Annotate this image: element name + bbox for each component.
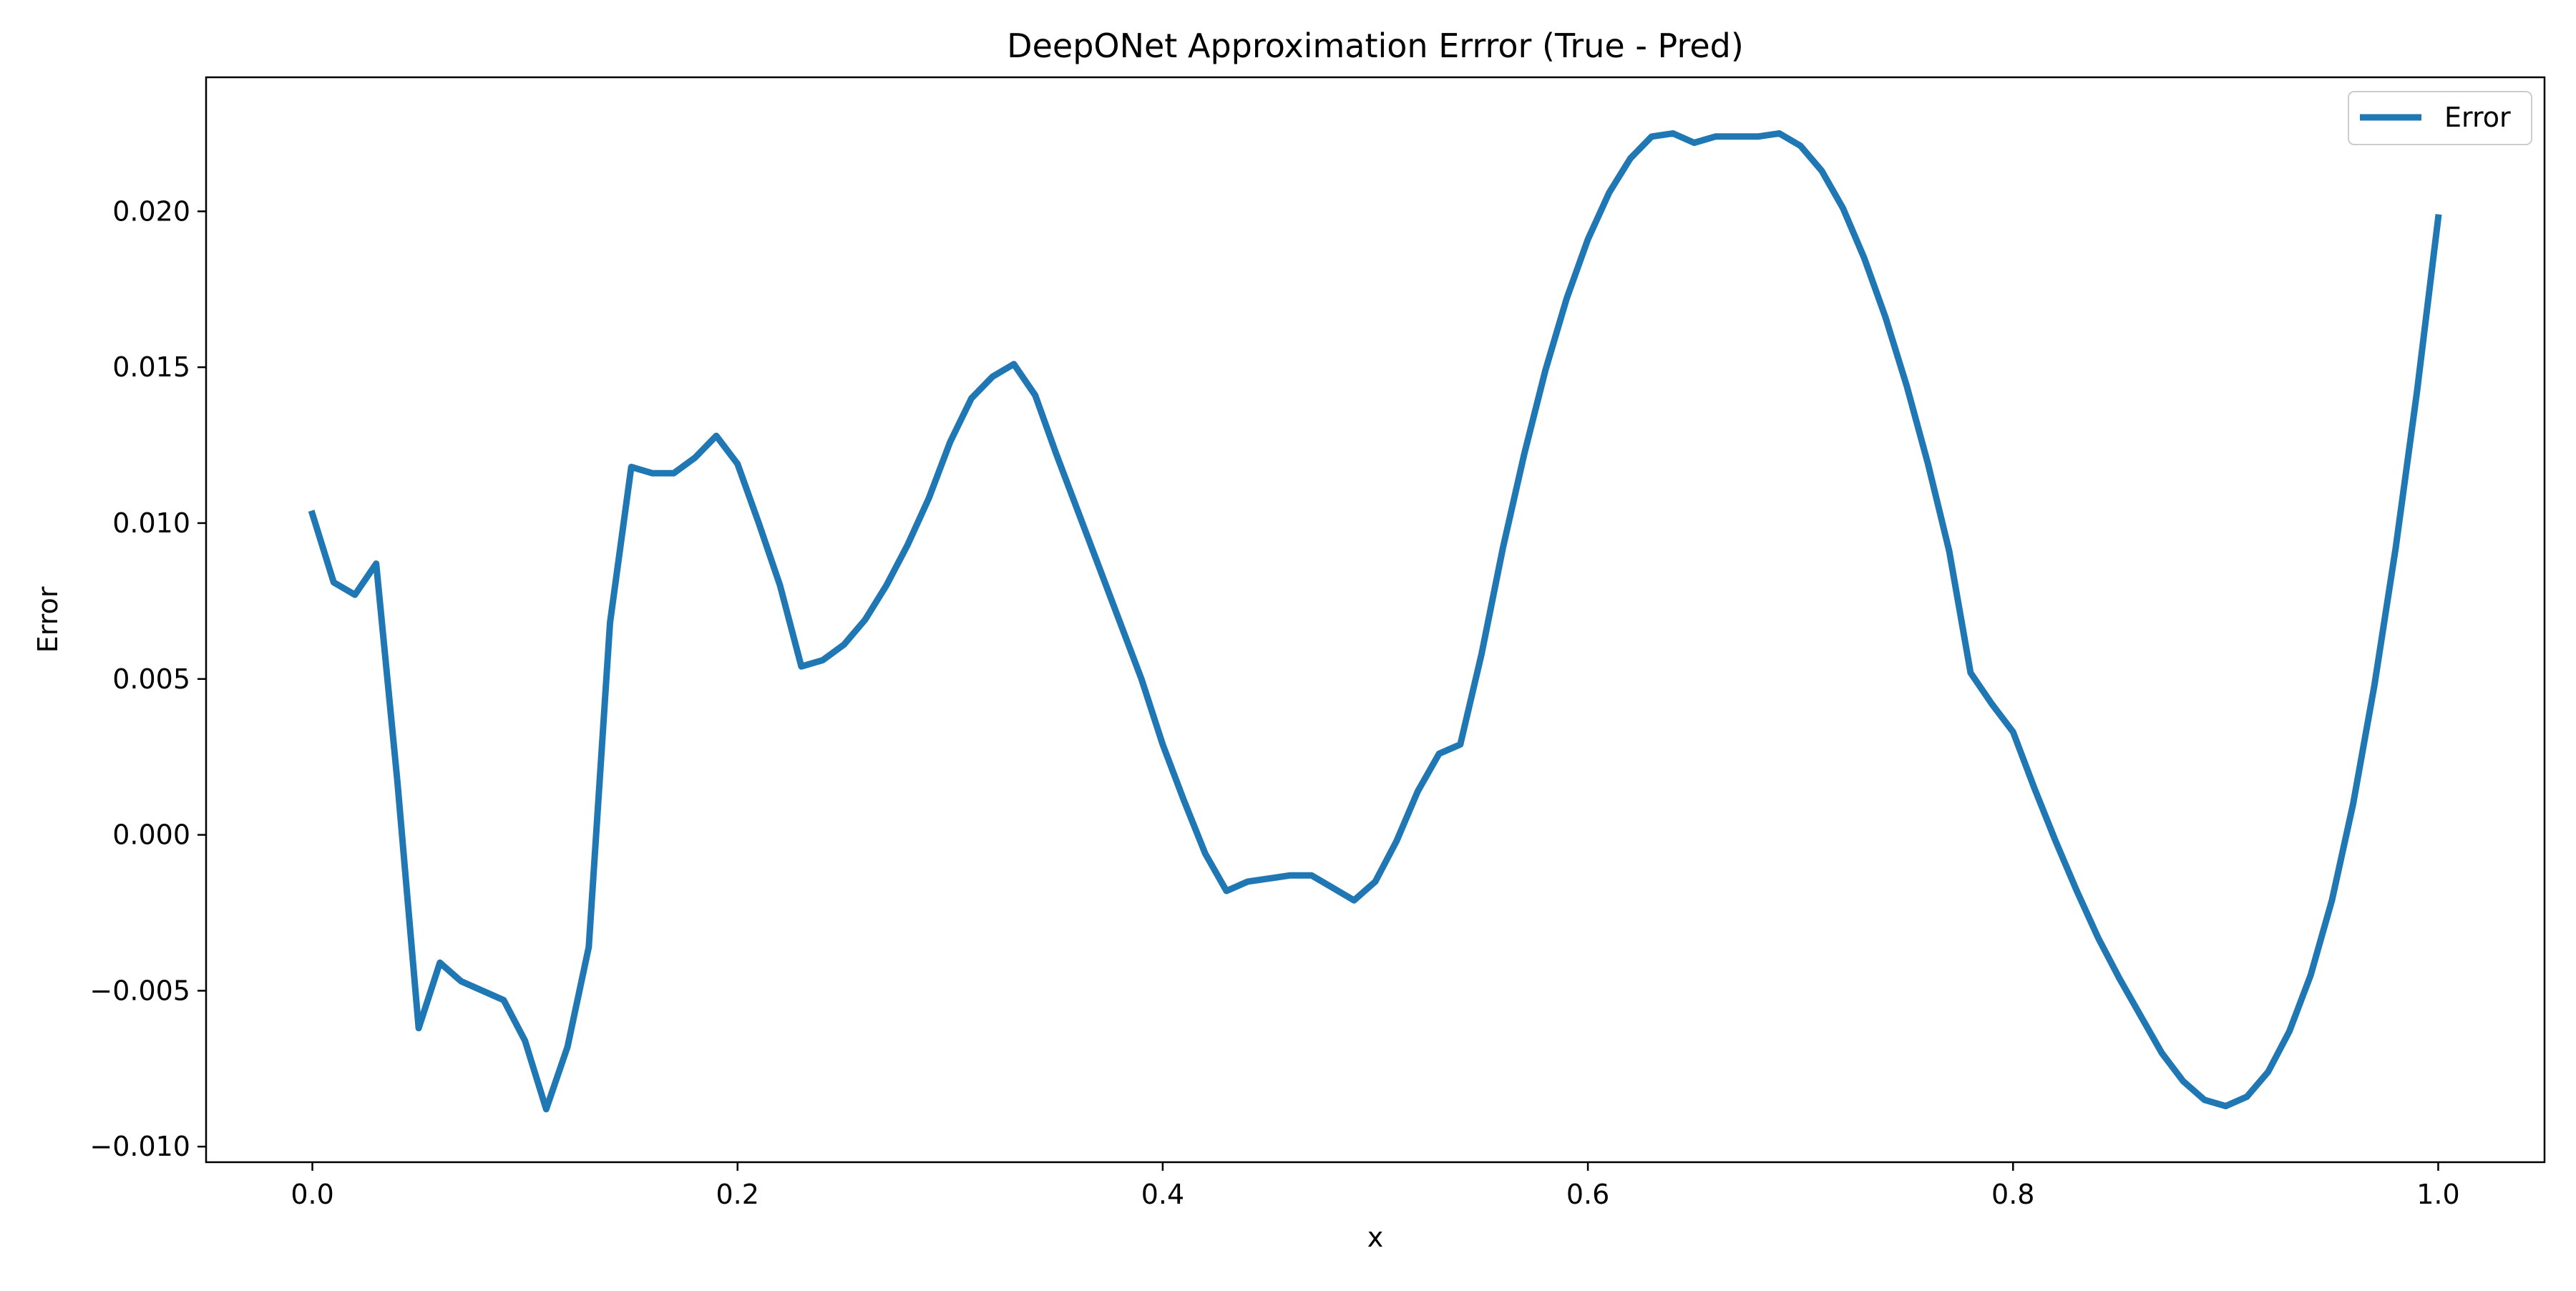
y-tick-label: 0.015 <box>112 351 190 383</box>
y-tick-label: 0.005 <box>112 663 190 695</box>
x-tick-label: 0.0 <box>291 1179 333 1210</box>
legend: Error <box>2348 91 2532 145</box>
x-axis-label: x <box>1367 1222 1384 1253</box>
y-tick-label: 0.010 <box>112 507 190 539</box>
y-axis: −0.010 −0.005 0.000 0.005 0.010 0.015 0.020 <box>89 195 206 1162</box>
y-tick-label: 0.020 <box>112 195 190 227</box>
plot-frame <box>205 76 2546 1164</box>
legend-label-error: Error <box>2444 102 2511 133</box>
chart-title: DeepONet Approximation Errror (True - Pr… <box>1007 26 1744 65</box>
x-tick-label: 0.4 <box>1141 1179 1184 1210</box>
x-tick-label: 0.6 <box>1566 1179 1609 1210</box>
y-tick-label: −0.010 <box>89 1131 190 1162</box>
y-tick-label: 0.000 <box>112 819 190 851</box>
x-axis: 0.0 0.2 0.4 0.6 0.8 1.0 <box>291 1162 2460 1210</box>
y-axis-label: Error <box>32 586 64 653</box>
x-tick-label: 0.8 <box>1991 1179 2034 1210</box>
y-tick-label: −0.005 <box>89 975 190 1006</box>
plot-area <box>308 130 2442 1113</box>
x-tick-label: 0.2 <box>716 1179 759 1210</box>
series-line-error <box>308 130 2442 1113</box>
x-tick-label: 1.0 <box>2416 1179 2459 1210</box>
legend-box <box>2348 91 2532 145</box>
